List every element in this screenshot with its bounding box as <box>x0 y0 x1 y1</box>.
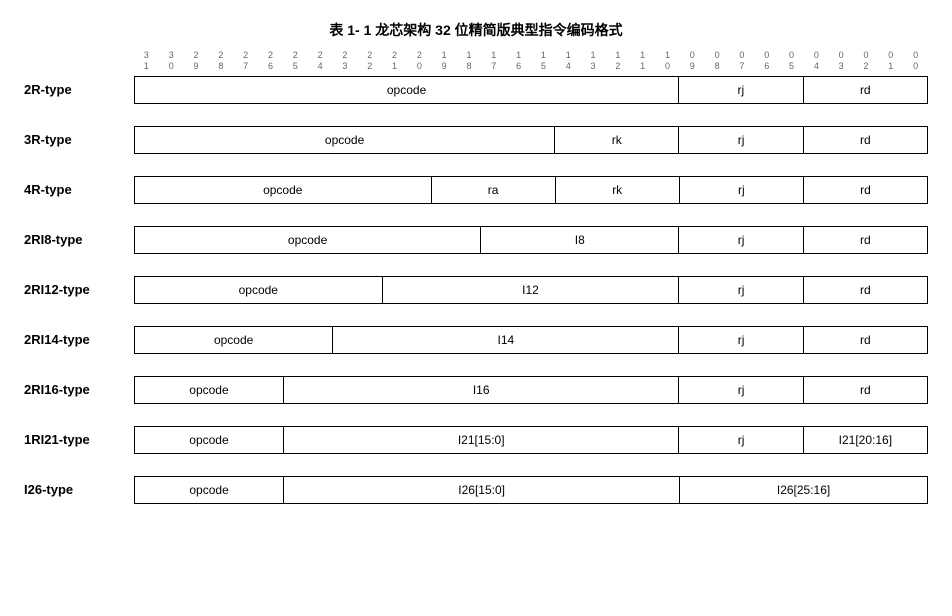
row-label: 2RI12-type <box>24 282 134 297</box>
field-cell: rj <box>679 427 803 453</box>
bit-index: 21 <box>382 50 407 72</box>
bit-index: 26 <box>258 50 283 72</box>
bit-index: 19 <box>432 50 457 72</box>
bit-index: 04 <box>804 50 829 72</box>
field-cell: rd <box>804 327 927 353</box>
field-group: opcoderjrd <box>134 76 928 104</box>
field-cell: rj <box>679 227 803 253</box>
field-cell: opcode <box>135 77 679 103</box>
field-group: opcoderarkrjrd <box>134 176 928 204</box>
bit-index: 24 <box>308 50 333 72</box>
row-label: I26-type <box>24 482 134 497</box>
field-cell: I12 <box>383 277 680 303</box>
bit-index: 22 <box>357 50 382 72</box>
field-cell: I21[15:0] <box>284 427 680 453</box>
field-group: opcodeI12rjrd <box>134 276 928 304</box>
field-cell: I26[15:0] <box>284 477 680 503</box>
field-cell: opcode <box>135 427 284 453</box>
field-cell: I21[20:16] <box>804 427 927 453</box>
bit-index: 09 <box>680 50 705 72</box>
field-group: opcoderkrjrd <box>134 126 928 154</box>
bit-index: 08 <box>705 50 730 72</box>
bit-index: 10 <box>655 50 680 72</box>
field-cell: rj <box>679 327 803 353</box>
bit-index: 00 <box>903 50 928 72</box>
field-cell: opcode <box>135 277 383 303</box>
format-row: 2RI8-typeopcodeI8rjrd <box>24 226 928 254</box>
field-group: opcodeI14rjrd <box>134 326 928 354</box>
field-cell: opcode <box>135 227 481 253</box>
format-row: 4R-typeopcoderarkrjrd <box>24 176 928 204</box>
field-cell: rd <box>804 277 927 303</box>
bit-index: 20 <box>407 50 432 72</box>
format-row: 2RI12-typeopcodeI12rjrd <box>24 276 928 304</box>
row-label: 2RI16-type <box>24 382 134 397</box>
format-row: 2RI16-typeopcodeI16rjrd <box>24 376 928 404</box>
bit-index: 31 <box>134 50 159 72</box>
format-row: 2RI14-typeopcodeI14rjrd <box>24 326 928 354</box>
field-cell: opcode <box>135 327 333 353</box>
field-cell: opcode <box>135 477 284 503</box>
bit-index: 16 <box>506 50 531 72</box>
bit-index: 02 <box>854 50 879 72</box>
field-cell: rk <box>556 177 680 203</box>
field-cell: rj <box>679 127 803 153</box>
bit-index: 25 <box>283 50 308 72</box>
bit-index: 29 <box>184 50 209 72</box>
field-group: opcodeI8rjrd <box>134 226 928 254</box>
field-cell: rd <box>804 177 927 203</box>
bit-index: 07 <box>730 50 755 72</box>
field-group: opcodeI16rjrd <box>134 376 928 404</box>
bit-index: 12 <box>605 50 630 72</box>
field-group: opcodeI21[15:0]rjI21[20:16] <box>134 426 928 454</box>
field-cell: rj <box>680 177 804 203</box>
row-label: 1RI21-type <box>24 432 134 447</box>
field-group: opcodeI26[15:0]I26[25:16] <box>134 476 928 504</box>
field-cell: rd <box>804 127 927 153</box>
field-cell: opcode <box>135 127 555 153</box>
page-title: 表 1- 1 龙芯架构 32 位精简版典型指令编码格式 <box>24 20 928 40</box>
format-row: 2R-typeopcoderjrd <box>24 76 928 104</box>
field-cell: I14 <box>333 327 679 353</box>
bit-index: 13 <box>581 50 606 72</box>
format-row: I26-typeopcodeI26[15:0]I26[25:16] <box>24 476 928 504</box>
format-rows: 2R-typeopcoderjrd3R-typeopcoderkrjrd4R-t… <box>24 76 928 526</box>
field-cell: rd <box>804 377 927 403</box>
bit-index: 28 <box>208 50 233 72</box>
field-cell: opcode <box>135 177 432 203</box>
bit-index: 15 <box>531 50 556 72</box>
bit-index: 30 <box>159 50 184 72</box>
field-cell: I8 <box>481 227 679 253</box>
field-cell: rj <box>679 77 803 103</box>
field-cell: rd <box>804 227 927 253</box>
format-row: 1RI21-typeopcodeI21[15:0]rjI21[20:16] <box>24 426 928 454</box>
bit-index: 11 <box>630 50 655 72</box>
bit-index: 18 <box>457 50 482 72</box>
field-cell: opcode <box>135 377 284 403</box>
row-label: 3R-type <box>24 132 134 147</box>
row-label: 4R-type <box>24 182 134 197</box>
field-cell: I16 <box>284 377 680 403</box>
field-cell: rk <box>555 127 679 153</box>
field-cell: I26[25:16] <box>680 477 927 503</box>
row-label: 2R-type <box>24 82 134 97</box>
bit-index: 14 <box>556 50 581 72</box>
bit-index-header: 3130292827262524232221201918171615141312… <box>134 50 928 72</box>
bit-index: 27 <box>233 50 258 72</box>
format-row: 3R-typeopcoderkrjrd <box>24 126 928 154</box>
bit-index: 01 <box>878 50 903 72</box>
field-cell: rj <box>679 377 803 403</box>
field-cell: rj <box>679 277 803 303</box>
encoding-table: 3130292827262524232221201918171615141312… <box>24 50 928 526</box>
bit-index: 17 <box>481 50 506 72</box>
bit-index: 03 <box>829 50 854 72</box>
row-label: 2RI8-type <box>24 232 134 247</box>
row-label: 2RI14-type <box>24 332 134 347</box>
bit-index: 05 <box>779 50 804 72</box>
field-cell: ra <box>432 177 556 203</box>
bit-index: 23 <box>333 50 358 72</box>
field-cell: rd <box>804 77 927 103</box>
bit-index: 06 <box>754 50 779 72</box>
